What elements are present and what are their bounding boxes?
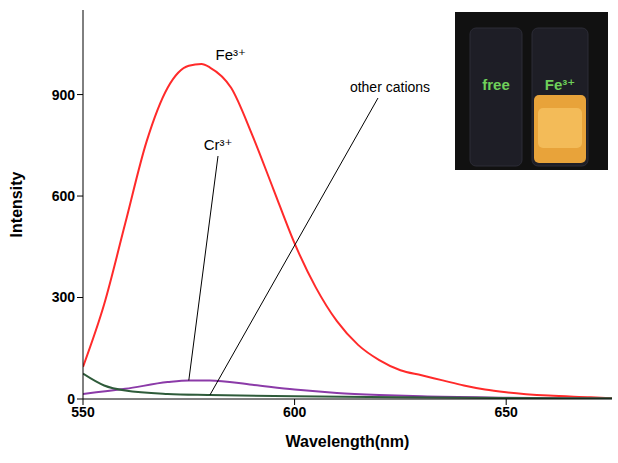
svg-text:600: 600 xyxy=(283,404,307,420)
svg-text:600: 600 xyxy=(52,188,76,204)
svg-text:900: 900 xyxy=(52,87,76,103)
svg-text:0: 0 xyxy=(67,391,75,407)
svg-text:550: 550 xyxy=(71,403,95,420)
svg-text:free: free xyxy=(482,76,510,93)
svg-text:other cations: other cations xyxy=(350,79,430,95)
svg-text:300: 300 xyxy=(52,289,76,305)
svg-text:Cr³⁺: Cr³⁺ xyxy=(204,136,233,153)
svg-text:Intensity: Intensity xyxy=(8,172,25,238)
svg-text:Fe³⁺: Fe³⁺ xyxy=(545,76,575,93)
svg-text:650: 650 xyxy=(495,404,519,420)
svg-text:Fe³⁺: Fe³⁺ xyxy=(215,46,245,63)
svg-text:Wavelength(nm): Wavelength(nm) xyxy=(286,433,410,450)
